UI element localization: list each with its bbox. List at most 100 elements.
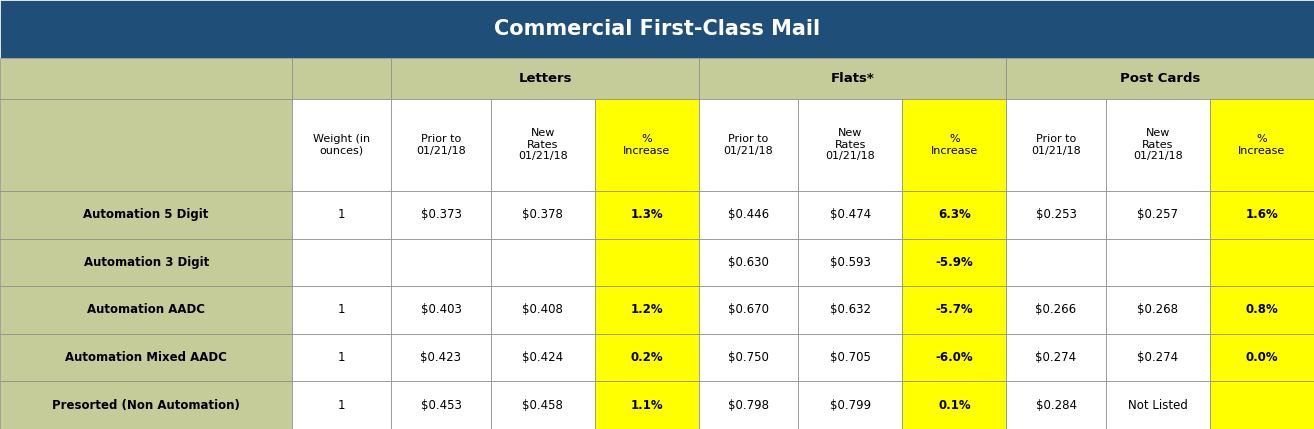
Text: $0.474: $0.474: [829, 208, 871, 221]
Text: $0.274: $0.274: [1035, 351, 1076, 364]
FancyBboxPatch shape: [798, 239, 903, 286]
FancyBboxPatch shape: [595, 191, 699, 239]
FancyBboxPatch shape: [1210, 286, 1314, 334]
FancyBboxPatch shape: [1007, 99, 1105, 191]
Text: $0.408: $0.408: [522, 303, 564, 317]
FancyBboxPatch shape: [798, 191, 903, 239]
Text: Automation AADC: Automation AADC: [87, 303, 205, 317]
FancyBboxPatch shape: [903, 334, 1007, 381]
FancyBboxPatch shape: [903, 99, 1007, 191]
Text: $0.446: $0.446: [728, 208, 769, 221]
FancyBboxPatch shape: [595, 99, 699, 191]
Text: Letters: Letters: [519, 72, 572, 85]
FancyBboxPatch shape: [292, 99, 392, 191]
FancyBboxPatch shape: [1210, 99, 1314, 191]
FancyBboxPatch shape: [903, 286, 1007, 334]
Text: $0.268: $0.268: [1137, 303, 1179, 317]
FancyBboxPatch shape: [292, 334, 392, 381]
Text: Commercial First-Class Mail: Commercial First-Class Mail: [494, 19, 820, 39]
Text: $0.378: $0.378: [522, 208, 564, 221]
FancyBboxPatch shape: [1007, 334, 1105, 381]
FancyBboxPatch shape: [798, 286, 903, 334]
Text: 1.6%: 1.6%: [1246, 208, 1279, 221]
FancyBboxPatch shape: [699, 286, 798, 334]
FancyBboxPatch shape: [292, 58, 392, 99]
FancyBboxPatch shape: [490, 239, 595, 286]
Text: %
Increase: % Increase: [930, 134, 978, 156]
FancyBboxPatch shape: [490, 99, 595, 191]
Text: Automation Mixed AADC: Automation Mixed AADC: [66, 351, 227, 364]
FancyBboxPatch shape: [292, 286, 392, 334]
FancyBboxPatch shape: [699, 191, 798, 239]
Text: 1: 1: [338, 399, 346, 412]
FancyBboxPatch shape: [1105, 381, 1210, 429]
FancyBboxPatch shape: [1210, 334, 1314, 381]
FancyBboxPatch shape: [490, 334, 595, 381]
Text: 1.1%: 1.1%: [631, 399, 664, 412]
FancyBboxPatch shape: [1007, 286, 1105, 334]
FancyBboxPatch shape: [0, 0, 1314, 58]
Text: $0.630: $0.630: [728, 256, 769, 269]
Text: 6.3%: 6.3%: [938, 208, 971, 221]
Text: $0.424: $0.424: [522, 351, 564, 364]
FancyBboxPatch shape: [798, 381, 903, 429]
FancyBboxPatch shape: [798, 99, 903, 191]
Text: $0.274: $0.274: [1137, 351, 1179, 364]
FancyBboxPatch shape: [490, 286, 595, 334]
FancyBboxPatch shape: [1007, 191, 1105, 239]
FancyBboxPatch shape: [903, 239, 1007, 286]
Text: New
Rates
01/21/18: New Rates 01/21/18: [825, 128, 875, 161]
Text: -5.7%: -5.7%: [936, 303, 974, 317]
FancyBboxPatch shape: [595, 334, 699, 381]
FancyBboxPatch shape: [1007, 58, 1314, 99]
Text: $0.284: $0.284: [1035, 399, 1076, 412]
FancyBboxPatch shape: [392, 286, 490, 334]
Text: 1: 1: [338, 351, 346, 364]
Text: $0.458: $0.458: [522, 399, 564, 412]
FancyBboxPatch shape: [1105, 334, 1210, 381]
Text: $0.750: $0.750: [728, 351, 769, 364]
FancyBboxPatch shape: [798, 334, 903, 381]
Text: 0.2%: 0.2%: [631, 351, 664, 364]
Text: 0.8%: 0.8%: [1246, 303, 1279, 317]
Text: $0.423: $0.423: [420, 351, 461, 364]
FancyBboxPatch shape: [903, 191, 1007, 239]
Text: -6.0%: -6.0%: [936, 351, 974, 364]
FancyBboxPatch shape: [0, 191, 292, 239]
FancyBboxPatch shape: [392, 58, 699, 99]
Text: $0.453: $0.453: [420, 399, 461, 412]
Text: $0.593: $0.593: [829, 256, 871, 269]
Text: $0.670: $0.670: [728, 303, 769, 317]
Text: Presorted (Non Automation): Presorted (Non Automation): [53, 399, 240, 412]
Text: 1: 1: [338, 208, 346, 221]
FancyBboxPatch shape: [392, 381, 490, 429]
Text: Not Listed: Not Listed: [1127, 399, 1188, 412]
FancyBboxPatch shape: [0, 334, 292, 381]
Text: 1: 1: [338, 303, 346, 317]
FancyBboxPatch shape: [292, 381, 392, 429]
FancyBboxPatch shape: [0, 58, 292, 99]
Text: Weight (in
ounces): Weight (in ounces): [313, 134, 371, 156]
FancyBboxPatch shape: [699, 381, 798, 429]
FancyBboxPatch shape: [1105, 239, 1210, 286]
Text: 1.2%: 1.2%: [631, 303, 664, 317]
FancyBboxPatch shape: [292, 239, 392, 286]
Text: $0.253: $0.253: [1035, 208, 1076, 221]
Text: 0.1%: 0.1%: [938, 399, 971, 412]
FancyBboxPatch shape: [699, 334, 798, 381]
Text: New
Rates
01/21/18: New Rates 01/21/18: [1133, 128, 1183, 161]
Text: Flats*: Flats*: [830, 72, 875, 85]
FancyBboxPatch shape: [392, 334, 490, 381]
FancyBboxPatch shape: [0, 286, 292, 334]
FancyBboxPatch shape: [0, 239, 292, 286]
Text: Automation 3 Digit: Automation 3 Digit: [84, 256, 209, 269]
Text: Prior to
01/21/18: Prior to 01/21/18: [724, 134, 774, 156]
FancyBboxPatch shape: [392, 99, 490, 191]
FancyBboxPatch shape: [1210, 239, 1314, 286]
FancyBboxPatch shape: [1105, 99, 1210, 191]
FancyBboxPatch shape: [392, 239, 490, 286]
Text: Post Cards: Post Cards: [1120, 72, 1201, 85]
Text: %
Increase: % Increase: [1238, 134, 1285, 156]
Text: 0.0%: 0.0%: [1246, 351, 1279, 364]
Text: 1.3%: 1.3%: [631, 208, 664, 221]
